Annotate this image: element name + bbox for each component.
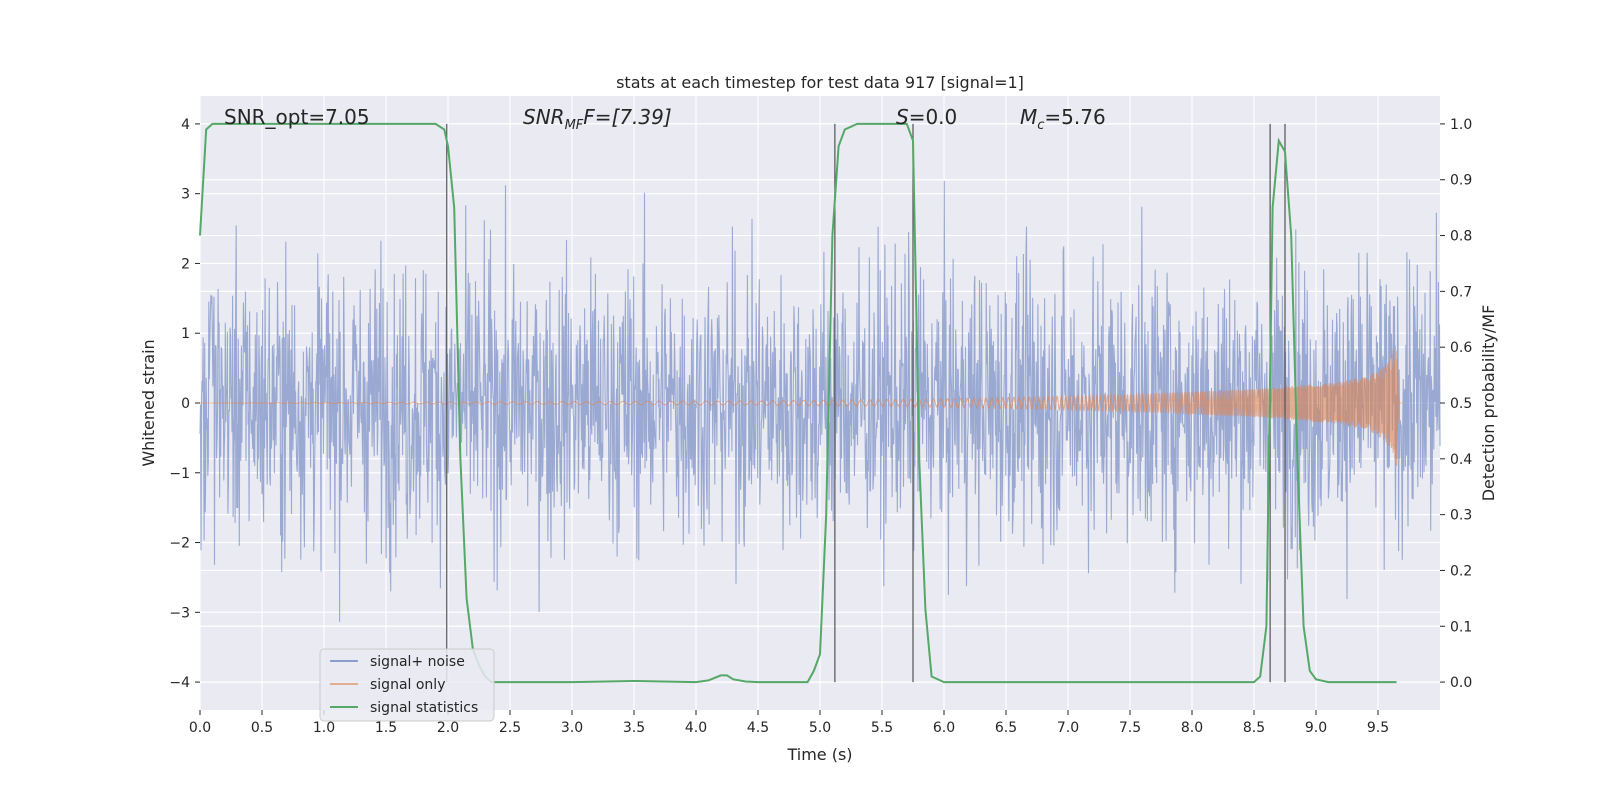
annotation-snr-mf-sub: MF (565, 118, 584, 133)
x-tick-label: 2.5 (499, 720, 521, 736)
chart-title: stats at each timestep for test data 917… (616, 73, 1024, 92)
y-tick-label-right: 0.1 (1450, 619, 1472, 635)
y-tick-label-right: 1.0 (1450, 117, 1472, 133)
y-tick-label-right: 0.9 (1450, 173, 1472, 189)
x-tick-label: 7.5 (1119, 720, 1141, 736)
data-area (199, 122, 1441, 684)
y-tick-label-left: 4 (181, 117, 190, 133)
x-tick-label: 1.0 (313, 720, 335, 736)
axes: 0.0 0.5 1.0 1.5 2.0 2.5 3.0 3.5 4.0 4.5 5.0 5.5 6.0 6… (169, 117, 1472, 736)
annotation-mc: Mc=5.76 (1020, 105, 1106, 133)
y-tick-label-left: 0 (181, 396, 190, 412)
annotation-snr-opt: SNR_opt=7.05 (224, 105, 370, 129)
annotation-snr-mf-value: F=[7.39] (583, 105, 671, 129)
y-tick-label-right: 0.8 (1450, 229, 1472, 245)
legend-label-signal-only: signal only (370, 677, 445, 693)
y-tick-label-left: −2 (169, 536, 190, 552)
series-signal-statistics (199, 122, 1397, 684)
y-tick-label-right: 0.2 (1450, 563, 1472, 579)
legend-label-signal-noise: signal+ noise (370, 654, 465, 670)
x-tick-label: 9.5 (1367, 720, 1389, 736)
y-tick-label-right: 0.6 (1450, 340, 1472, 356)
legend: signal+ noise signal only signal statist… (319, 648, 495, 722)
x-tick-label: 4.0 (685, 720, 707, 736)
legend-box (319, 648, 495, 722)
x-tick-label: 6.0 (933, 720, 955, 736)
legend-label-signal-statistics: signal statistics (370, 700, 478, 716)
x-tick-label: 5.5 (871, 720, 893, 736)
y-tick-label-left: −4 (169, 675, 190, 691)
y-tick-label-right: 0.7 (1450, 284, 1472, 300)
annotation-s-value: =0.0 (909, 105, 958, 129)
annotation-mc-value: =5.76 (1044, 105, 1105, 129)
series-signal-only (200, 345, 1403, 466)
y-tick-label-left: 2 (181, 256, 190, 272)
annotation-snr-mf: SNRMFF=[7.39] (523, 105, 672, 133)
annotation-mc-sub: c (1037, 118, 1044, 133)
x-tick-label: 5.0 (809, 720, 831, 736)
x-tick-label: 0.0 (189, 720, 211, 736)
x-tick-label: 0.5 (251, 720, 273, 736)
x-tick-label: 2.0 (437, 720, 459, 736)
y-tick-label-right: 0.0 (1450, 675, 1472, 691)
annotation-s: S=0.0 (896, 105, 957, 129)
x-tick-label: 8.5 (1243, 720, 1265, 736)
x-tick-label: 8.0 (1181, 720, 1203, 736)
y-tick-label-left: −3 (169, 605, 190, 621)
annotation-snr-mf-name: SNR (523, 105, 565, 129)
y-tick-label-right: 0.5 (1450, 396, 1472, 412)
y-tick-label-left: 1 (181, 326, 190, 342)
x-tick-label: 6.5 (995, 720, 1017, 736)
y-axis-label-left: Whitened strain (139, 339, 158, 466)
x-tick-label: 3.5 (623, 720, 645, 736)
x-tick-label: 7.0 (1057, 720, 1079, 736)
x-tick-label: 9.0 (1305, 720, 1327, 736)
x-axis-label: Time (s) (786, 745, 852, 764)
annotation-s-name: S (896, 105, 909, 129)
y-axis-label-right: Detection probability/MF (1479, 305, 1498, 502)
x-tick-label: 1.5 (375, 720, 397, 736)
y-tick-label-right: 0.3 (1450, 508, 1472, 524)
y-tick-label-right: 0.4 (1450, 452, 1472, 468)
series-signal-noise (199, 180, 1441, 622)
annotation-mc-name: M (1020, 105, 1037, 129)
x-tick-label: 3.0 (561, 720, 583, 736)
y-tick-label-left: 3 (181, 187, 190, 203)
y-tick-label-left: −1 (169, 466, 190, 482)
x-tick-label: 4.5 (747, 720, 769, 736)
